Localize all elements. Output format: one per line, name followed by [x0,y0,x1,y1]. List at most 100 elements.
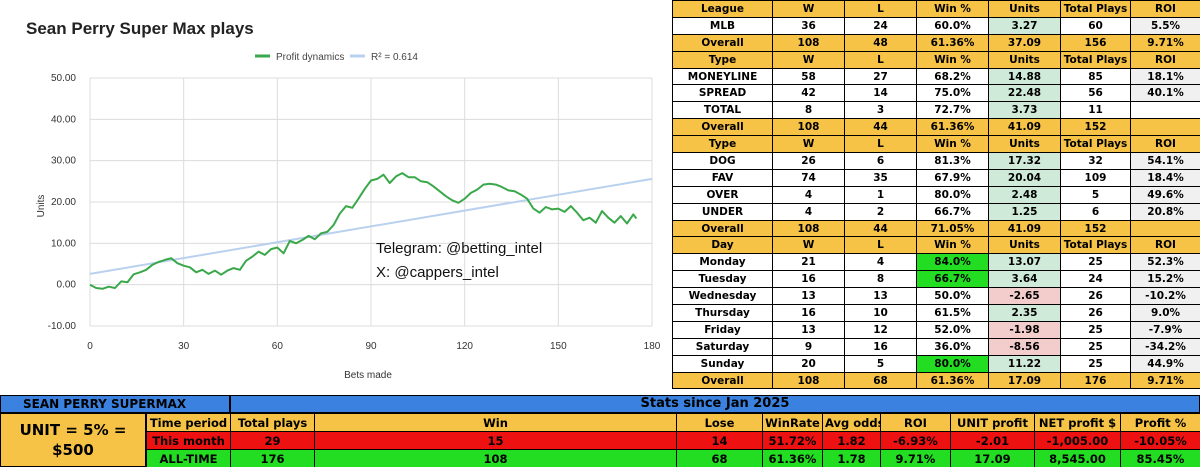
stats-row-day-cell: 21 [772,253,845,272]
summary-row-this-month-cell: -6.93% [880,431,951,450]
stats-row-day-cell: Thursday [672,304,773,322]
stats-row-type2-cell: 1.25 [988,202,1061,221]
stats-header-day-cell: Total Plays [1060,236,1131,255]
trend-line [89,177,653,275]
stats-row-type1-cell: 8 [772,101,845,120]
stats-row-day: Tuesday 16 8 66.7% 3.64 24 15.2% [672,270,1200,289]
stats-row-league-cell: MLB [672,16,773,35]
summary-row-all-time-cell: 85.45% [1120,449,1200,467]
x-tick-label: 30 [178,341,190,352]
stats-overall-day-cell: Overall [672,371,773,390]
stats-overall-type1-cell: 108 [772,118,845,137]
summary-row-all-time-cell: 108 [314,449,677,467]
stats-row-type1-cell: 18.1% [1130,67,1200,86]
summary-row-this-month-cell: 29 [230,431,315,450]
x-tick-label: 150 [550,341,567,352]
stats-row-day-cell: Sunday [672,354,773,373]
summary-header-cell: NET profit $ [1034,413,1121,432]
stats-row-day-cell: 15.2% [1130,270,1200,289]
stats-row-day-cell: 5 [844,354,917,373]
stats-header-type2-cell: W [772,135,845,154]
stats-row-day-cell: 13 [772,320,845,339]
stats-row-day: Thursday 16 10 61.5% 2.35 26 9.0% [672,304,1200,322]
summary-row-this-month-cell: -10.05% [1120,431,1200,450]
stats-header-type2: Type W L Win % Units Total Plays ROI [672,135,1200,154]
stats-row-type1: SPREAD 42 14 75.0% 22.48 56 40.1% [672,84,1200,103]
stats-overall-league-cell: 61.36% [916,33,989,52]
stats-row-type1: MONEYLINE 58 27 68.2% 14.88 85 18.1% [672,67,1200,86]
chart-title: Sean Perry Super Max plays [26,19,254,38]
stats-row-league-cell: 36 [772,16,845,35]
summary-subtitle: Stats since Jan 2025 [230,395,1200,413]
x-axis-title: Bets made [344,370,392,381]
stats-row-day-cell: 50.0% [916,287,989,306]
summary-row-all-time-cell: 17.09 [950,449,1035,467]
stats-row-type1-cell: 58 [772,67,845,86]
stats-row-day-cell: 26 [1060,287,1131,306]
unit-size-box: UNIT = 5% = $500 [0,413,146,467]
stats-row-day-cell: -8.56 [988,337,1061,356]
stats-row-day-cell: -1.98 [988,320,1061,339]
stats-header-league-cell: Win % [916,0,989,18]
stats-row-type1-cell: 22.48 [988,84,1061,103]
y-tick-label: 10.00 [51,238,76,249]
x-tick-label: 60 [272,341,284,352]
stats-row-day: Sunday 20 5 80.0% 11.22 25 44.9% [672,354,1200,373]
stats-row-league-cell: 5.5% [1130,16,1200,35]
x-tick-label: 0 [87,341,93,352]
legend-label-trend: R² = 0.614 [371,52,418,63]
stats-overall-type1-cell: Overall [672,118,773,137]
stats-row-day-cell: 8 [844,270,917,289]
summary-row-this-month-cell: 14 [676,431,763,450]
stats-row-day-cell: 84.0% [916,253,989,272]
legend: Profit dynamics R² = 0.614 [255,52,418,63]
stats-header-type1-cell: W [772,50,845,69]
stats-row-type2-cell: 1 [844,185,917,204]
stats-header-type2-cell: Units [988,135,1061,154]
stats-row-type2: FAV 74 35 67.9% 20.04 109 18.4% [672,168,1200,187]
stats-row-day-cell: -7.9% [1130,320,1200,339]
stats-row-type2-cell: 5 [1060,185,1131,204]
stats-overall-day-cell: 9.71% [1130,371,1200,390]
stats-header-day-cell: Win % [916,236,989,255]
stats-row-day-cell: 13 [772,287,845,306]
stats-overall-type1-cell: 152 [1060,118,1131,137]
stats-overall-type2-cell: 44 [844,219,917,238]
y-tick-label: 20.00 [51,197,76,208]
stats-overall-league-cell: 9.71% [1130,33,1200,52]
stats-row-type1-cell: 40.1% [1130,84,1200,103]
stats-row-type1-cell: 68.2% [916,67,989,86]
stats-overall-league-cell: 108 [772,33,845,52]
stats-row-type2-cell: 66.7% [916,202,989,221]
stats-row-day-cell: 13.07 [988,253,1061,272]
y-axis-title: Units [36,195,47,218]
summary-row-all-time-cell: 176 [230,449,315,467]
y-tick-label: 0.00 [57,280,77,291]
summary-title: SEAN PERRY SUPERMAX [0,395,230,413]
stats-row-day: Saturday 9 16 36.0% -8.56 25 -34.2% [672,337,1200,356]
stats-row-day-cell: 20 [772,354,845,373]
stats-overall-league-cell: 48 [844,33,917,52]
summary-row-this-month-cell: -2.01 [950,431,1035,450]
summary-row-this-month-cell: -1,005.00 [1034,431,1121,450]
stats-row-type1-cell: 56 [1060,84,1131,103]
summary-row-all-time-cell: 68 [676,449,763,467]
stats-row-day-cell: 25 [1060,337,1131,356]
stats-row-type2-cell: 4 [772,185,845,204]
stats-header-day-cell: L [844,236,917,255]
stats-row-type2-cell: 2.48 [988,185,1061,204]
summary-header-cell: Total plays [230,413,315,432]
profit-chart: Sean Perry Super Max plays -10.00 0.00 10.… [26,19,661,381]
stats-overall-league: Overall 108 48 61.36% 37.09 156 9.71% [672,33,1200,52]
stats-row-type2-cell: 20.8% [1130,202,1200,221]
stats-header-league-cell: ROI [1130,0,1200,18]
stats-row-type2-cell: 54.1% [1130,152,1200,170]
stats-overall-day-cell: 108 [772,371,845,390]
stats-header-type1-cell: Win % [916,50,989,69]
summary-header-cell: Lose [676,413,763,432]
stats-overall-day-cell: 176 [1060,371,1131,390]
stats-header-type1-cell: Units [988,50,1061,69]
stats-header-type2-cell: Type [672,135,773,154]
summary-row-this-month-cell: This month [146,431,231,450]
x-tick-label: 90 [365,341,377,352]
